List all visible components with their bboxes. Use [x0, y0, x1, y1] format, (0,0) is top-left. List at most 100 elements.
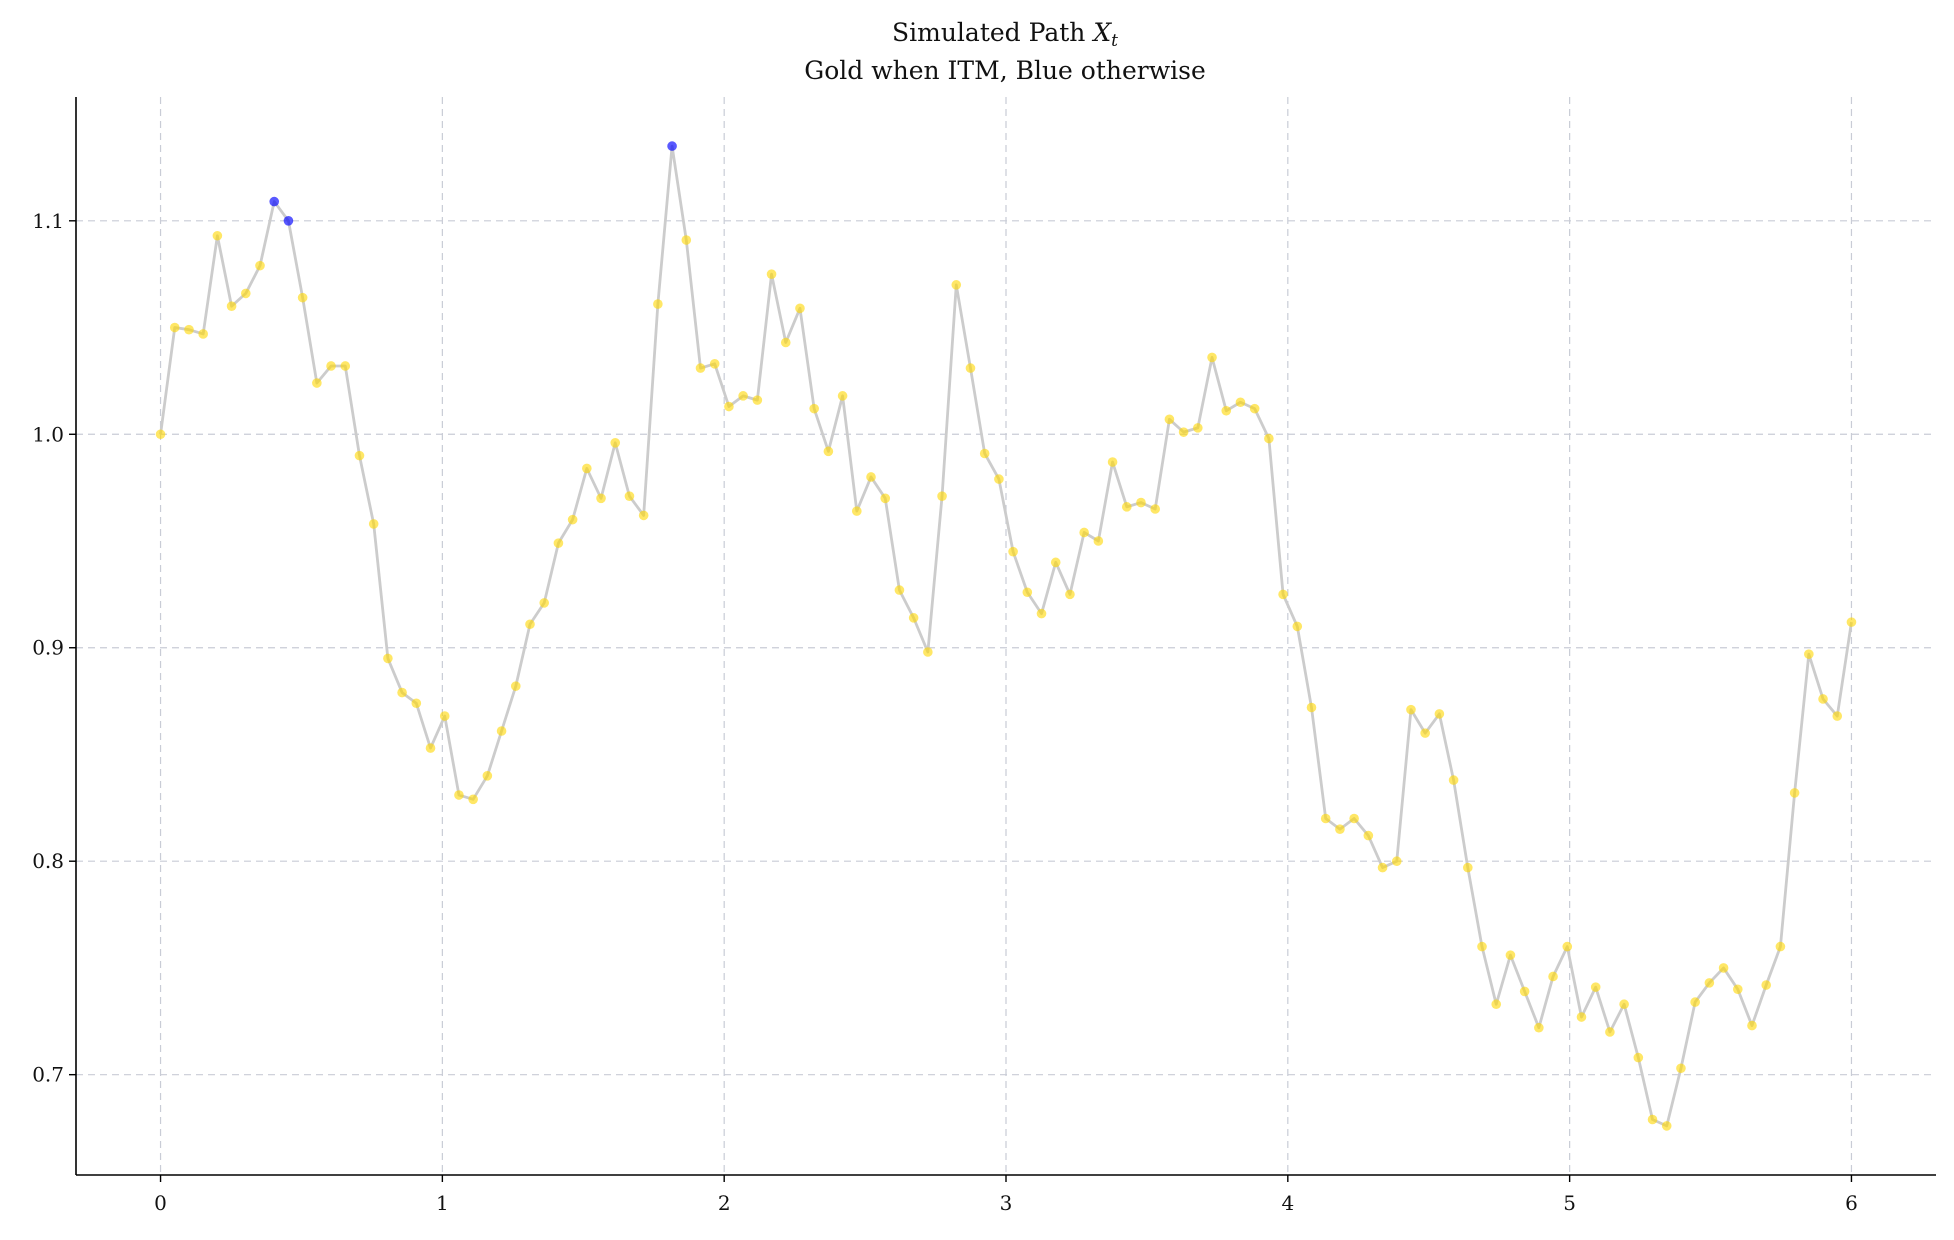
data-point-itm [724, 401, 734, 412]
data-point-itm [1320, 813, 1331, 824]
data-point-itm [1406, 704, 1416, 715]
y-tick-label: 0.9 [32, 636, 64, 660]
data-point-itm [738, 391, 748, 401]
data-point-itm [1690, 997, 1700, 1007]
data-point-itm [894, 585, 905, 595]
data-point-itm [795, 303, 805, 314]
data-point-itm [297, 292, 308, 303]
data-point-itm [1761, 980, 1771, 990]
data-point-itm [653, 299, 663, 309]
data-point-itm [809, 403, 819, 414]
data-point-itm [1377, 862, 1388, 873]
data-point-itm [780, 337, 791, 348]
data-point-itm [1022, 587, 1033, 598]
data-point-itm [184, 324, 194, 335]
data-point-otm [283, 216, 294, 226]
data-point-itm [1718, 963, 1729, 973]
data-point-itm [1036, 608, 1047, 619]
data-point-itm [1434, 709, 1445, 719]
data-point-itm [1605, 1027, 1615, 1037]
data-point-itm [482, 771, 493, 781]
data-point-itm [411, 698, 422, 709]
path-line [159, 144, 1853, 1128]
x-tick-label: 6 [1845, 1191, 1858, 1215]
data-point-itm [596, 493, 606, 504]
data-point-itm [1221, 405, 1232, 416]
y-tick-label: 1.0 [32, 422, 64, 446]
data-point-itm [1136, 497, 1146, 508]
data-point-itm [908, 613, 919, 623]
data-point-itm [1164, 414, 1175, 425]
data-point-itm [454, 790, 464, 800]
data-point-itm [695, 363, 706, 373]
data-point-itm [1349, 813, 1359, 824]
data-point-itm [1306, 702, 1317, 713]
data-point-itm [567, 514, 578, 525]
y-tick-label: 0.8 [32, 849, 64, 873]
data-point-itm [425, 743, 436, 753]
data-point-itm [553, 538, 564, 548]
data-point-itm [198, 329, 208, 339]
data-point-itm [852, 506, 862, 516]
y-tick-label: 1.1 [32, 209, 64, 233]
data-point-itm [1150, 504, 1160, 514]
data-point-itm [1463, 862, 1473, 873]
data-point-itm [340, 361, 351, 371]
path-points [155, 141, 1857, 1131]
data-point-itm [226, 301, 237, 312]
data-point-itm [383, 653, 393, 664]
data-point-itm [1093, 536, 1104, 546]
data-point-itm [681, 235, 692, 245]
data-point-itm [837, 391, 848, 401]
data-point-itm [510, 681, 521, 691]
data-point-itm [1363, 830, 1374, 841]
data-point-itm [1178, 427, 1189, 437]
data-point-itm [326, 361, 336, 371]
data-point-itm [1491, 999, 1502, 1010]
chart-title-line2: Gold when ITM, Blue otherwise [804, 56, 1206, 85]
data-point-itm [1477, 941, 1487, 952]
data-point-itm [709, 359, 720, 369]
data-point-itm [866, 472, 876, 482]
y-tick-label: 0.7 [32, 1063, 64, 1087]
data-point-itm [937, 491, 947, 501]
x-tick-label: 2 [718, 1191, 731, 1215]
data-point-itm [1775, 941, 1786, 952]
data-point-itm [1576, 1012, 1587, 1022]
data-point-itm [1278, 589, 1288, 600]
data-point-itm [752, 395, 763, 405]
path-line-segment [159, 144, 1853, 1128]
axes [69, 97, 1936, 1182]
data-point-itm [1832, 711, 1843, 721]
data-point-itm [368, 519, 379, 529]
data-point-itm [169, 322, 180, 333]
data-point-itm [1107, 457, 1118, 467]
data-point-itm [312, 378, 322, 388]
data-point-itm [923, 647, 933, 657]
data-point-itm [582, 463, 592, 474]
data-point-itm [496, 726, 507, 736]
data-point-itm [1804, 649, 1814, 659]
data-point-itm [1505, 950, 1516, 960]
data-point-otm [667, 141, 677, 151]
data-point-itm [525, 619, 535, 630]
data-point-itm [1732, 984, 1743, 995]
x-tick-label: 0 [154, 1191, 167, 1215]
data-point-itm [1235, 397, 1246, 408]
data-point-itm [965, 363, 976, 373]
y-tick-labels: 0.7 0.8 0.9 1.0 1.1 [32, 209, 64, 1087]
data-point-itm [1619, 999, 1629, 1010]
data-point-itm [1534, 1022, 1544, 1033]
data-point-itm [1207, 352, 1217, 363]
data-point-itm [823, 446, 834, 457]
x-tick-label: 3 [1000, 1191, 1013, 1215]
data-point-itm [1335, 824, 1345, 834]
data-point-itm [1647, 1114, 1658, 1125]
chart-title: Simulated Path Xt Gold when ITM, Blue ot… [804, 18, 1206, 85]
data-point-itm [468, 794, 478, 805]
data-point-itm [241, 288, 251, 299]
data-point-itm [1818, 694, 1828, 704]
data-point-itm [1065, 589, 1075, 600]
data-point-itm [212, 230, 223, 241]
